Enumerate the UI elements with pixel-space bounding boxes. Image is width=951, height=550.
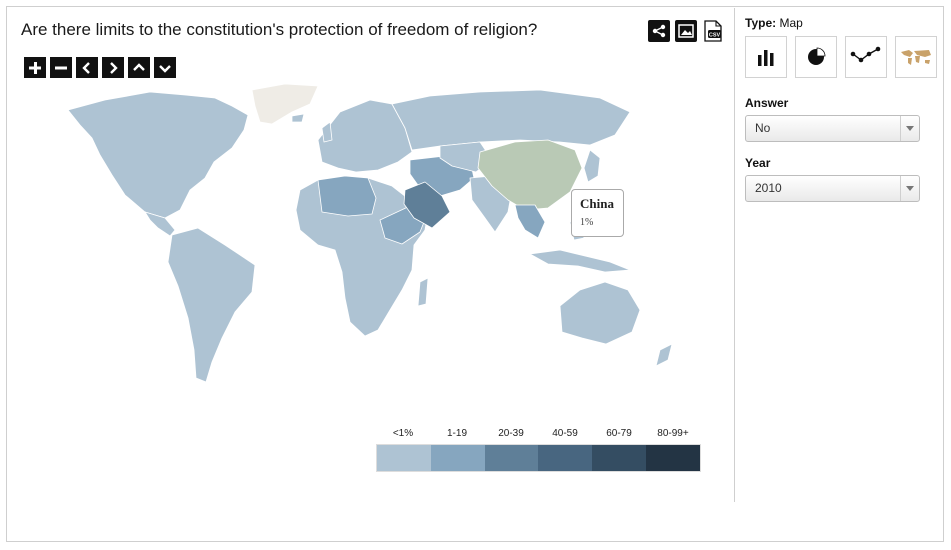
year-select[interactable]: 2010 [745,175,920,202]
pan-left-icon[interactable] [76,57,98,78]
csv-label: CSV [709,32,721,38]
answer-value: No [755,121,771,135]
control-panel: Type: Map [745,16,940,202]
iceland-region[interactable] [291,113,305,123]
chevron-down-icon [900,116,919,141]
pie-chart-icon[interactable] [795,36,837,78]
legend-label: 80-99+ [657,428,689,439]
year-label: Year [745,156,771,170]
image-icon[interactable] [675,20,697,42]
world-map-icon[interactable] [895,36,937,78]
tooltip-country: China [580,196,614,211]
north-america-region[interactable] [67,91,249,219]
zoom-out-icon[interactable] [50,57,72,78]
share-icon[interactable] [648,20,670,42]
legend-label: 60-79 [606,428,632,439]
map-tooltip: China 1% [571,189,624,237]
japan-region[interactable] [583,149,601,183]
saudi-arabia-region[interactable] [403,181,451,229]
type-label: Type: Map [745,16,803,30]
panel-divider [734,8,735,502]
legend-label: 20-39 [498,428,524,439]
map-navigation [24,57,176,78]
southeast-asia-region[interactable] [514,204,546,239]
indonesia-region[interactable] [529,249,631,273]
type-value: Map [779,16,803,30]
greenland-region[interactable] [251,83,319,125]
share-toolbar: CSV [648,20,724,42]
legend-swatch [646,445,700,471]
bar-chart-icon[interactable] [745,36,787,78]
new-zealand-region[interactable] [655,343,673,367]
chart-type-selector [745,36,940,78]
legend-swatch [377,445,431,471]
chart-title: Are there limits to the constitution's p… [21,20,538,39]
australia-region[interactable] [559,281,641,345]
legend-label: 1-19 [446,428,467,439]
china-region[interactable] [477,139,583,211]
zoom-in-icon[interactable] [24,57,46,78]
europe-region[interactable] [317,99,413,173]
legend-swatch [430,445,485,471]
legend-swatch [484,445,539,471]
uk-region[interactable] [321,121,333,143]
madagascar-region[interactable] [417,277,429,307]
legend-label: <1% [392,428,414,439]
pan-right-icon[interactable] [102,57,124,78]
legend-swatch [592,445,647,471]
line-chart-icon[interactable] [845,36,887,78]
pan-up-icon[interactable] [128,57,150,78]
chevron-down-icon [900,176,919,201]
south-america-region[interactable] [167,227,256,383]
map-legend: <1% 1-19 20-39 40-59 60-79 80-99+ [376,428,701,472]
answer-select[interactable]: No [745,115,920,142]
pan-down-icon[interactable] [154,57,176,78]
tooltip-value: 1% [580,217,594,228]
csv-icon[interactable]: CSV [702,20,724,42]
central-america-region[interactable] [144,211,176,237]
north-africa-region[interactable] [317,175,377,217]
world-map[interactable] [14,78,724,388]
russia-region[interactable] [391,89,631,151]
year-value: 2010 [755,181,782,195]
legend-swatch [538,445,593,471]
answer-label: Answer [745,96,789,110]
legend-label: 40-59 [552,428,578,439]
